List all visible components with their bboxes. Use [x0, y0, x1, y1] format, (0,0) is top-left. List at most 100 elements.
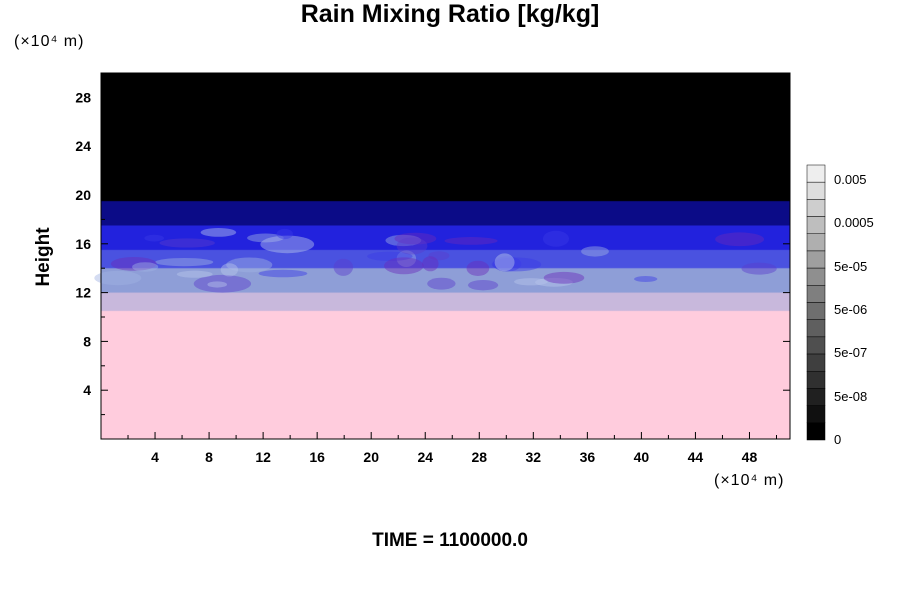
colorbar-segment [806, 181, 826, 200]
colorbar-label: 5e-06 [834, 302, 867, 317]
x-tick-label: 36 [580, 449, 596, 465]
turbulence-blob [427, 277, 456, 290]
heatmap-band [101, 225, 790, 250]
x-tick-label: 44 [688, 449, 704, 465]
turbulence-blob [383, 257, 424, 275]
turbulence-blob [715, 232, 765, 247]
turbulence-blob [741, 262, 777, 275]
chart-title: Rain Mixing Ratio [kg/kg] [300, 0, 600, 28]
x-axis-unit: (×10⁴ m) [714, 472, 785, 489]
turbulence-blob [542, 230, 570, 247]
colorbar-segment [806, 319, 826, 338]
x-tick-label: 4 [151, 449, 159, 465]
turbulence-blob [193, 274, 252, 293]
heatmap-band [101, 268, 790, 293]
turbulence-blob [634, 275, 658, 283]
heatmap-band [101, 73, 790, 202]
heatmap-band [101, 201, 790, 226]
turbulence-blob [258, 269, 308, 278]
colorbar-label: 0.005 [834, 172, 867, 187]
turbulence-blob [207, 281, 228, 288]
turbulence-blob [444, 237, 498, 245]
x-tick-label: 48 [742, 449, 758, 465]
colorbar-segment [806, 388, 826, 406]
turbulence-blob [260, 235, 315, 254]
turbulence-blob [220, 263, 239, 277]
colorbar-segment [806, 405, 826, 424]
turbulence-blob [514, 278, 548, 286]
turbulence-blob [394, 232, 437, 245]
turbulence-blob [396, 237, 428, 255]
colorbar-segment [806, 302, 826, 320]
y-tick-label: 12 [75, 285, 91, 301]
turbulence-blob [226, 257, 273, 273]
turbulence-blob [467, 280, 499, 291]
plot-area [94, 72, 791, 440]
turbulence-blob [422, 256, 439, 272]
colorbar-label: 5e-07 [834, 345, 867, 360]
heatmap-field [101, 73, 790, 439]
colorbar-label: 5e-05 [834, 259, 867, 274]
colorbar-segment [806, 285, 826, 303]
turbulence-blob [333, 258, 354, 276]
turbulence-blob [132, 262, 159, 272]
turbulence-blob [110, 256, 157, 271]
turbulence-blob [385, 234, 422, 247]
turbulence-blob [428, 251, 450, 261]
colorbar-segment [806, 216, 826, 234]
x-tick-label: 28 [471, 449, 487, 465]
heatmap-band [101, 292, 790, 311]
y-tick-label: 24 [75, 138, 91, 154]
colorbar-label: 0.0005 [834, 215, 874, 230]
x-tick-label: 8 [205, 449, 213, 465]
heatmap-band [101, 249, 790, 269]
colorbar-segment [806, 164, 826, 183]
turbulence-blob [494, 253, 515, 272]
colorbar-segment [806, 233, 826, 252]
x-tick-label: 32 [526, 449, 542, 465]
y-axis-unit: (×10⁴ m) [14, 33, 85, 50]
turbulence-blob [200, 227, 237, 237]
colorbar-label: 5e-08 [834, 389, 867, 404]
turbulence-blob [535, 277, 573, 287]
colorbar-segment [806, 371, 826, 389]
turbulence-blob [492, 256, 522, 272]
colorbar-segment [806, 336, 826, 355]
plot-frame [100, 72, 791, 440]
colorbar-segment [806, 250, 826, 269]
colorbar-segment [806, 422, 826, 441]
turbulence-blob [543, 271, 585, 284]
x-tick-label: 24 [417, 449, 433, 465]
colorbar-segment [806, 199, 826, 217]
turbulence-blob [247, 233, 284, 243]
y-tick-label: 8 [83, 333, 91, 349]
turbulence-blob [367, 251, 413, 261]
turbulence-blob [491, 257, 542, 272]
turbulence-blob [466, 260, 490, 276]
y-tick-label: 28 [75, 89, 91, 105]
colorbar-segment [806, 267, 826, 286]
x-tick-label: 12 [255, 449, 271, 465]
turbulence-blob [155, 257, 214, 267]
colorbar: 0.005 0.0005 5e-05 5e-06 5e-07 5e-08 0 [806, 164, 874, 447]
turbulence-blob [159, 238, 215, 248]
y-tick-label: 16 [75, 236, 91, 252]
y-axis-label: Height [33, 227, 54, 287]
x-tick-label: 40 [634, 449, 650, 465]
turbulence-blob [581, 246, 609, 257]
heatmap-band [101, 310, 790, 439]
colorbar-segment [806, 353, 826, 372]
x-tick-label: 16 [309, 449, 325, 465]
turbulence-blob [276, 228, 293, 240]
y-tick-label: 20 [75, 187, 91, 203]
time-label: TIME = 1100000.0 [372, 530, 528, 551]
y-tick-label: 4 [83, 382, 91, 398]
x-tick-label: 20 [363, 449, 379, 465]
turbulence-blob [144, 234, 164, 242]
turbulence-blob [176, 270, 213, 278]
turbulence-blob [396, 250, 417, 267]
turbulence-blob [94, 270, 142, 286]
colorbar-label: 0 [834, 432, 841, 447]
